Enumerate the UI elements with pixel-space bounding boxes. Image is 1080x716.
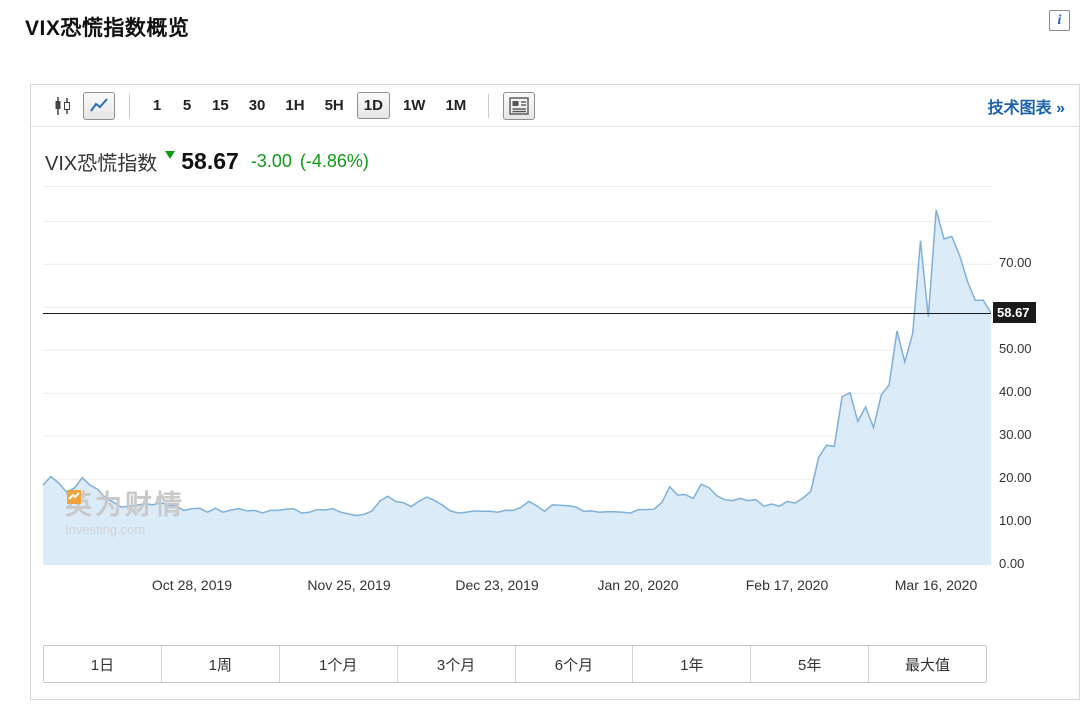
range-button-3months[interactable]: 3个月 [396, 646, 515, 682]
interval-1min[interactable]: 1 [145, 92, 169, 119]
toolbar-divider [488, 93, 490, 118]
range-button-1week[interactable]: 1周 [160, 646, 279, 682]
interval-5h[interactable]: 5H [318, 92, 351, 119]
price-change-percent: (-4.86%) [299, 151, 369, 171]
interval-1w[interactable]: 1W [396, 92, 433, 119]
x-axis-label: Dec 23, 2019 [455, 577, 539, 593]
chart-toolbar: 1 5 15 30 1H 5H 1D 1W 1M 技术图表 » [31, 85, 1079, 127]
interval-15min[interactable]: 15 [205, 92, 236, 119]
x-axis-label: Nov 25, 2019 [307, 577, 391, 593]
candlestick-icon [55, 96, 70, 115]
page-title: VIX恐慌指数概览 [25, 17, 190, 40]
price-area-chart[interactable] [43, 187, 991, 565]
chart-widget: 1 5 15 30 1H 5H 1D 1W 1M 技术图表 » VIX恐慌指数 … [30, 84, 1080, 700]
y-axis-label: 40.00 [999, 384, 1032, 400]
price-line-series [43, 209, 991, 517]
line-chart-icon [90, 97, 108, 112]
y-axis-label: 20.00 [999, 470, 1032, 486]
watermark-cn: 英为财情 [65, 490, 185, 520]
interval-5min[interactable]: 5 [175, 92, 199, 119]
instrument-name: VIX恐慌指数 [45, 153, 158, 175]
last-price-line [43, 313, 991, 314]
toolbar-divider [129, 93, 130, 118]
price-area-fill [43, 209, 991, 565]
line-chart-button[interactable] [83, 91, 115, 120]
news-panel-icon [509, 96, 529, 115]
y-axis-label: 30.00 [999, 427, 1032, 443]
chart-area: 英为财情 Investing.com 58.67 70.00 50.00 40.00… [43, 186, 1080, 571]
candlestick-chart-button[interactable] [47, 92, 79, 120]
watermark-en: Investing.com [65, 522, 146, 537]
interval-1h[interactable]: 1H [278, 92, 311, 119]
range-button-max[interactable]: 最大值 [868, 646, 986, 682]
x-axis-label: Mar 16, 2020 [894, 577, 978, 593]
x-axis-label: Oct 28, 2019 [151, 577, 233, 593]
x-axis: Oct 28, 2019 Nov 25, 2019 Dec 23, 2019 Jan … [43, 564, 991, 609]
news-panel-button[interactable] [503, 91, 536, 120]
interval-1d[interactable]: 1D [356, 92, 390, 119]
info-icon[interactable]: i [1049, 10, 1070, 31]
chart-header: VIX恐慌指数 58.67 -3.00 (-4.86%) [31, 127, 1079, 186]
y-axis-label: 10.00 [999, 513, 1032, 529]
interval-1m[interactable]: 1M [438, 92, 473, 119]
range-bar: 1日 1周 1个月 3个月 6个月 1年 5年 最大值 [43, 645, 987, 683]
range-button-1day[interactable]: 1日 [44, 646, 161, 682]
range-button-1month[interactable]: 1个月 [278, 646, 397, 682]
last-price: 58.67 [181, 148, 239, 174]
price-down-arrow-icon [165, 150, 176, 159]
y-axis: 58.67 70.00 50.00 40.00 30.00 20.00 10.00 0.00 [991, 186, 1080, 571]
technical-chart-link[interactable]: 技术图表 » [987, 99, 1065, 117]
x-axis-label: Jan 20, 2020 [597, 577, 679, 593]
interval-30min[interactable]: 30 [242, 92, 273, 119]
watermark: 英为财情 Investing.com [65, 490, 185, 537]
x-axis-label: Feb 17, 2020 [745, 577, 829, 593]
range-button-5years[interactable]: 5年 [750, 646, 869, 682]
last-price-tag: 58.67 [993, 302, 1036, 323]
y-axis-label: 70.00 [999, 255, 1032, 271]
range-button-1year[interactable]: 1年 [632, 646, 751, 682]
y-axis-label: 0.00 [999, 556, 1025, 571]
plot-area[interactable]: 英为财情 Investing.com [43, 186, 991, 565]
y-axis-label: 50.00 [999, 341, 1032, 357]
investing-logo-mark-icon [67, 490, 81, 504]
price-change: -3.00 [250, 151, 292, 171]
range-button-6months[interactable]: 6个月 [514, 646, 633, 682]
